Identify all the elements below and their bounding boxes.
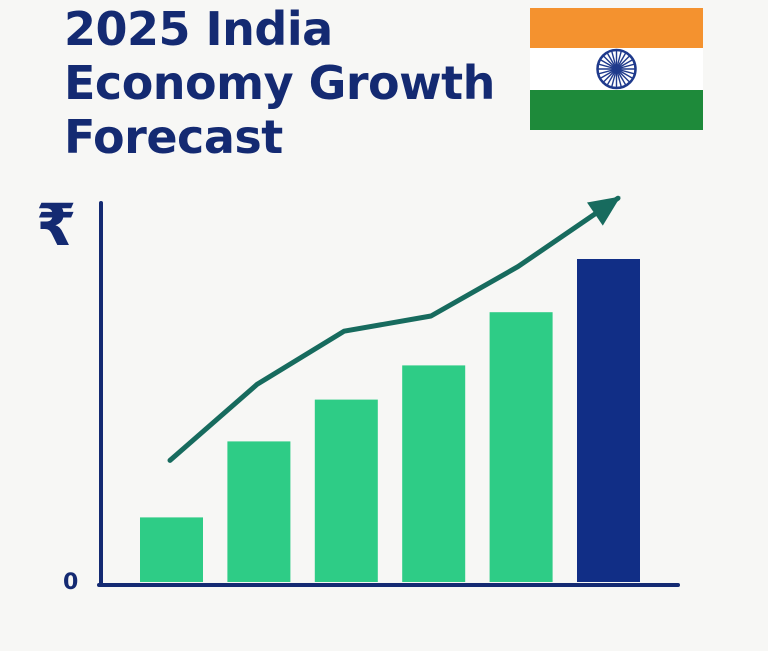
title-line-2: Economy Growth — [64, 56, 495, 110]
bars-group — [140, 259, 640, 582]
title-line-3: Forecast — [64, 110, 283, 164]
chakra-spoke — [600, 59, 617, 70]
bar — [489, 312, 553, 582]
chakra-spoke — [616, 68, 633, 79]
chakra-spoke — [600, 68, 617, 79]
flag-saffron-band — [530, 8, 703, 48]
chakra-spoke — [606, 53, 618, 70]
flag-green-band — [530, 90, 703, 130]
bar — [227, 441, 291, 582]
chakra-spoke — [615, 53, 627, 70]
chakra-spoke — [615, 51, 622, 70]
title-line-1: 2025 India — [64, 2, 333, 56]
y-axis-currency-label: ₹ — [36, 191, 77, 259]
chakra-spoke — [603, 55, 617, 70]
chakra-spoke — [606, 68, 618, 85]
chakra-spoke — [615, 68, 627, 85]
y-axis-tick-label: 0 — [63, 570, 79, 595]
chakra-spoke — [616, 68, 635, 75]
ashoka-chakra-icon — [596, 48, 637, 90]
chakra-spoke — [611, 68, 618, 87]
bar — [402, 365, 466, 582]
chakra-spoke — [616, 59, 633, 70]
chakra-spoke — [598, 63, 617, 70]
bar — [314, 399, 378, 582]
trend-line-group — [167, 195, 621, 463]
chakra-spoke — [615, 68, 622, 87]
chakra-spoke — [611, 51, 618, 70]
chakra-spoke — [616, 68, 630, 83]
chakra-spoke — [616, 55, 630, 70]
india-flag-icon — [530, 8, 703, 130]
chakra-spoke — [616, 63, 635, 70]
chakra-spoke — [598, 68, 617, 75]
trend-arrowhead-icon — [587, 196, 621, 226]
bar-highlight — [577, 259, 640, 582]
bar — [140, 517, 203, 582]
trend-line — [167, 195, 621, 463]
chakra-spoke — [603, 68, 617, 83]
chart-title: 2025 India Economy Growth Forecast — [64, 2, 495, 164]
